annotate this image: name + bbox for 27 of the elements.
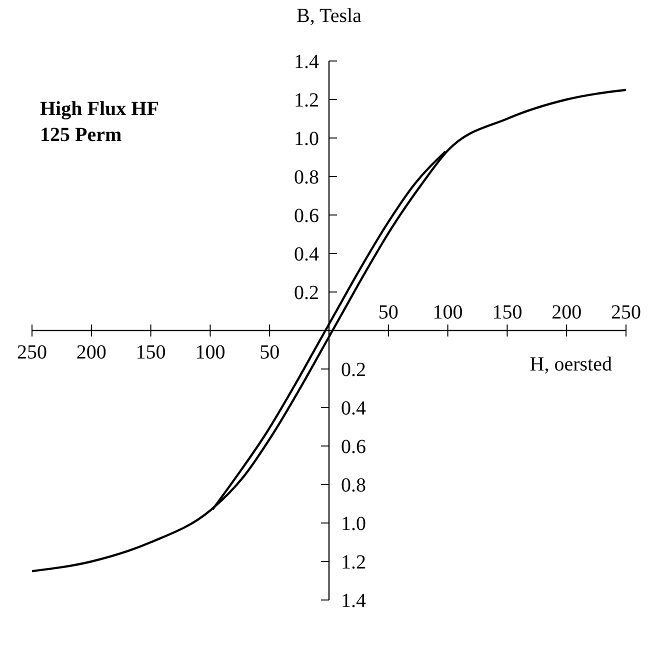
- y-tick-label: 1.0: [294, 128, 319, 150]
- x-tick-label: 100: [195, 342, 226, 364]
- y2-tick-label: 0.2: [341, 359, 366, 381]
- y2-tick-label: 0.8: [341, 474, 366, 496]
- y-tick-label: 0.8: [294, 166, 319, 188]
- x-tick-label: 250: [17, 342, 47, 364]
- y2-tick-label: 1.0: [341, 513, 366, 535]
- x2-tick-label: 200: [552, 302, 582, 324]
- x-tick-label: 50: [260, 342, 280, 364]
- x-tick-label: 200: [76, 342, 106, 364]
- x2-tick-label: 50: [378, 302, 398, 324]
- x-axis-title: H, oersted: [530, 354, 612, 376]
- x2-tick-label: 150: [492, 302, 522, 324]
- y-axis-title: B, Tesla: [296, 5, 362, 27]
- x2-tick-label: 250: [611, 302, 641, 324]
- x2-tick-label: 100: [432, 302, 463, 324]
- y2-tick-label: 0.4: [341, 398, 366, 420]
- y-tick-label: 0.6: [294, 205, 319, 227]
- text: High Flux HF 125 Perm: [40, 98, 159, 146]
- y-tick-label: 0.4: [294, 244, 319, 266]
- y-tick-label: 1.4: [294, 51, 319, 73]
- y-tick-label: 1.2: [294, 90, 319, 112]
- x-tick-label: 150: [136, 342, 166, 364]
- y2-tick-label: 0.6: [341, 436, 366, 458]
- y2-tick-label: 1.4: [341, 590, 366, 612]
- y-tick-label: 0.2: [294, 282, 319, 304]
- y2-tick-label: 1.2: [341, 552, 366, 574]
